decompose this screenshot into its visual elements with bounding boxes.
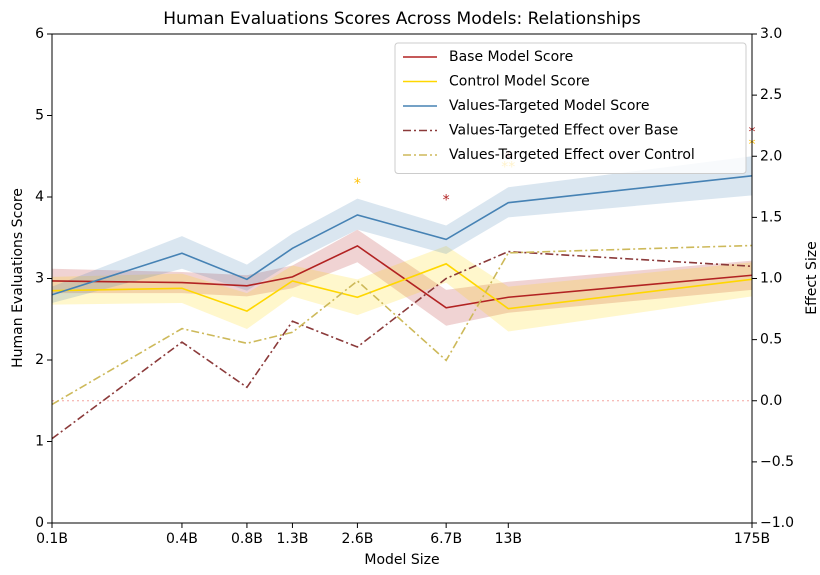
legend-label: Values-Targeted Effect over Base — [449, 123, 678, 139]
y2-tick-label: 2.0 — [760, 148, 782, 164]
series-line — [51, 175, 753, 296]
y-axis-label: Human Evaluations Score — [10, 188, 26, 368]
y2-tick-label: −1.0 — [760, 515, 794, 531]
confidence-band — [52, 156, 752, 303]
y-tick-label: 0 — [35, 515, 44, 531]
legend-label: Base Model Score — [449, 49, 573, 65]
y2-tick-label: 1.5 — [760, 209, 782, 225]
significance-marker: * — [354, 176, 361, 192]
x-tick-label: 13B — [495, 531, 522, 547]
y2-tick-label: 3.0 — [760, 26, 782, 42]
legend-label: Control Model Score — [449, 74, 590, 90]
y-tick-label: 2 — [35, 352, 44, 368]
x-axis-label: Model Size — [364, 552, 439, 568]
legend-label: Values-Targeted Effect over Control — [449, 147, 695, 163]
x-tick-label: 175B — [734, 531, 770, 547]
y2-tick-label: 0.5 — [760, 332, 782, 348]
y2-axis-label: Effect Size — [804, 241, 820, 314]
y-tick-label: 4 — [35, 189, 44, 205]
x-tick-label: 2.6B — [341, 531, 373, 547]
legend: Base Model Score Control Model Score Value… — [394, 42, 747, 174]
y-tick-label: 1 — [35, 434, 44, 450]
series-line — [51, 244, 753, 406]
series-line — [51, 262, 753, 312]
y2-tick-label: −0.5 — [760, 454, 794, 470]
legend-box — [394, 42, 747, 174]
significance-marker: * — [443, 192, 450, 208]
x-tick-label: 1.3B — [277, 531, 309, 547]
series-line — [51, 244, 753, 309]
y-tick-label: 5 — [35, 108, 44, 124]
x-tick-label: 0.4B — [166, 531, 198, 547]
y2-tick-label: 1.0 — [760, 271, 782, 287]
series-line — [51, 250, 753, 440]
y2-tick-label: 0.0 — [760, 393, 782, 409]
y-tick-label: 3 — [35, 271, 44, 287]
x-tick-label: 6.7B — [430, 531, 462, 547]
x-tick-label: 0.1B — [36, 531, 68, 547]
y-tick-label: 6 — [35, 26, 44, 42]
confidence-band — [52, 245, 752, 332]
legend-label: Values-Targeted Model Score — [449, 98, 649, 114]
x-tick-label: 0.8B — [231, 531, 263, 547]
y2-tick-label: 2.5 — [760, 87, 782, 103]
chart-title: Human Evaluations Scores Across Models: … — [163, 9, 641, 29]
